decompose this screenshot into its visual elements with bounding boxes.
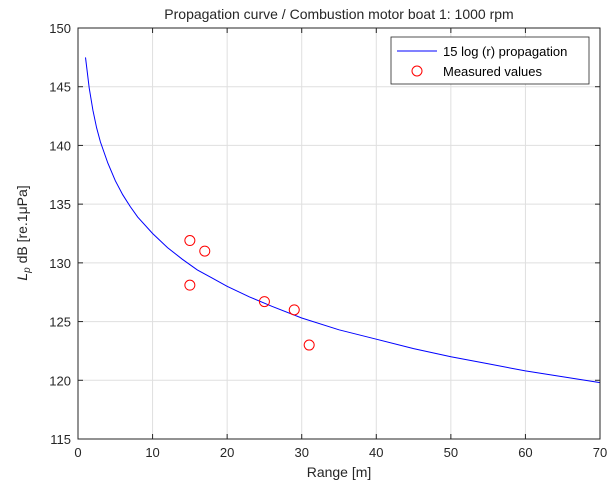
grid [78, 28, 600, 439]
ticks: 0 10 20 30 40 50 60 70 115 120 125 130 135 140 145 150 [49, 21, 607, 460]
legend-label-measured: Measured values [443, 64, 542, 79]
y-tick-label: 145 [49, 80, 71, 95]
y-axis-label-subscript: p [22, 267, 33, 274]
measured-point [184, 235, 196, 247]
propagation-curve [85, 57, 601, 384]
plot-area: 0 10 20 30 40 50 60 70 115 120 125 130 135 140 145 150 [49, 21, 607, 460]
measured-point [199, 245, 211, 257]
legend-marker-swatch [411, 65, 423, 77]
x-tick-label: 50 [444, 445, 458, 460]
measured-point [184, 279, 196, 291]
x-tick-label: 30 [294, 445, 308, 460]
x-tick-label: 70 [593, 445, 607, 460]
chart-title: Propagation curve / Combustion motor boa… [164, 6, 513, 22]
y-tick-label: 125 [49, 315, 71, 330]
measured-point [258, 296, 270, 308]
y-tick-label: 150 [49, 21, 71, 36]
axes-background [78, 28, 600, 439]
legend: 15 log (r) propagation Measured values [390, 36, 590, 85]
x-tick-label: 60 [518, 445, 532, 460]
y-axis-label: Lp dB [re.1μPa] [14, 185, 33, 280]
series-layer [85, 57, 601, 384]
measured-point [288, 304, 300, 316]
y-axis-label-symbol: L [14, 273, 30, 281]
y-tick-label: 140 [49, 138, 71, 153]
y-tick-label: 135 [49, 197, 71, 212]
legend-label-propagation: 15 log (r) propagation [443, 44, 567, 59]
x-tick-label: 0 [74, 445, 81, 460]
y-tick-label: 130 [49, 256, 71, 271]
x-tick-label: 10 [145, 445, 159, 460]
x-axis-label: Range [m] [307, 464, 372, 480]
y-axis-label-unit: dB [re.1μPa] [14, 185, 30, 267]
axes-box [77, 27, 601, 440]
x-tick-label: 20 [220, 445, 234, 460]
x-tick-label: 40 [369, 445, 383, 460]
y-tick-label: 120 [49, 373, 71, 388]
y-tick-label: 115 [50, 432, 71, 447]
legend-box [390, 36, 590, 85]
measured-point [303, 339, 315, 351]
